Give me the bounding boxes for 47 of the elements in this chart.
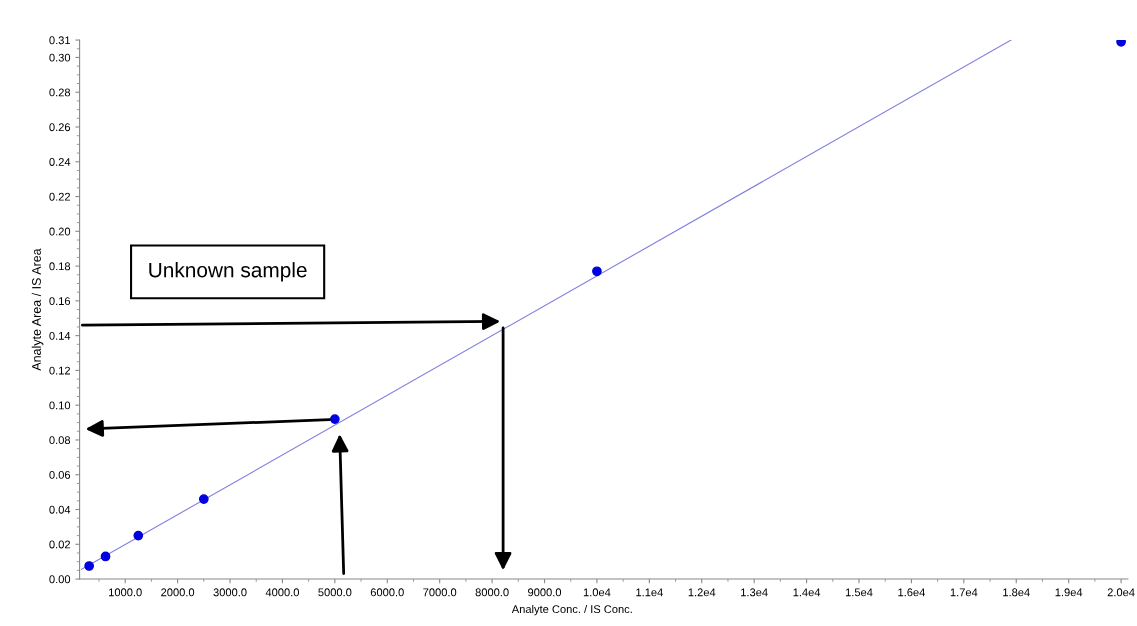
y-tick-label: 0.28 [49,88,71,97]
x-tick-label: 1.9e4 [1055,588,1083,597]
x-tick-label: 3000.0 [213,588,247,597]
x-tick-label: 1.4e4 [793,588,821,597]
x-tick-label: 8000.0 [475,588,509,597]
x-tick-label: 7000.0 [423,588,457,597]
x-tick-label: 1.7e4 [950,588,978,597]
y-tick-label: 0.20 [49,227,71,236]
y-tick-label: 0.06 [49,471,71,479]
x-axis-title: Analyte Conc. / IS Conc. [511,604,632,616]
y-tick-label: 0.00 [49,575,71,584]
y-tick-label: 0.30 [49,53,71,62]
x-tick-label: 2000.0 [161,588,195,597]
x-tick-label: 1.2e4 [688,588,716,597]
y-tick-label: 0.10 [49,401,71,410]
x-tick-label: 1.8e4 [1003,588,1030,597]
y-tick-label: 0.26 [49,123,71,132]
y-tick-label: 0.04 [49,505,71,514]
x-tick-label: 1.5e4 [845,588,873,597]
y-tick-label: 0.12 [49,366,71,375]
y-tick-label: 0.18 [49,262,71,271]
x-tick-label: 1.0e4 [583,588,611,597]
x-tick-label: 1.3e4 [741,588,768,597]
y-axis-title: Analyte Area / IS Area [31,248,44,371]
point [198,494,209,504]
x-tick-label: 4000.0 [265,588,299,597]
x-tick-label: 2.0e4 [1107,588,1135,597]
point [329,414,340,424]
x-tick-label: 1.1e4 [636,588,663,597]
y-tick-label: 0.02 [49,540,71,549]
point [84,561,95,571]
y-tick-label: 0.16 [49,297,71,305]
x-tick-label: 9000.0 [528,588,562,597]
point [592,266,602,277]
x-tick-label: 1000.0 [109,588,142,597]
y-tick-label: 0.31 [49,36,71,45]
annotation: Unknown sample [149,262,307,282]
x-tick-label: 6000.0 [370,588,404,597]
y-tick-label: 0.22 [49,192,71,201]
y-tick-label: 0.08 [49,436,71,445]
y-tick-label: 0.14 [49,331,71,340]
y-tick-label: 0.24 [49,158,71,166]
x-tick-label: 5000.0 [318,588,352,597]
point [100,551,111,562]
point [1116,40,1126,47]
point [133,530,144,541]
x-tick-label: 1.6e4 [898,588,926,597]
